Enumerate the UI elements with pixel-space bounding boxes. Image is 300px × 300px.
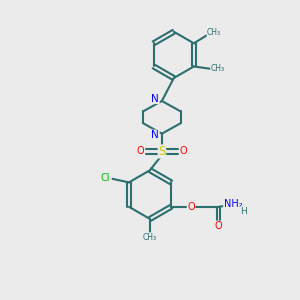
Text: O: O xyxy=(215,221,223,231)
Text: Cl: Cl xyxy=(101,173,110,183)
Text: N: N xyxy=(152,94,159,103)
Text: NH₂: NH₂ xyxy=(224,199,242,209)
Text: O: O xyxy=(137,146,144,157)
Text: N: N xyxy=(152,130,159,140)
Text: S: S xyxy=(158,145,166,158)
Text: O: O xyxy=(187,202,195,212)
Text: CH₃: CH₃ xyxy=(211,64,225,74)
Text: O: O xyxy=(179,146,187,157)
Text: CH₃: CH₃ xyxy=(207,28,221,37)
Text: CH₃: CH₃ xyxy=(143,233,157,242)
Text: H: H xyxy=(240,207,246,216)
